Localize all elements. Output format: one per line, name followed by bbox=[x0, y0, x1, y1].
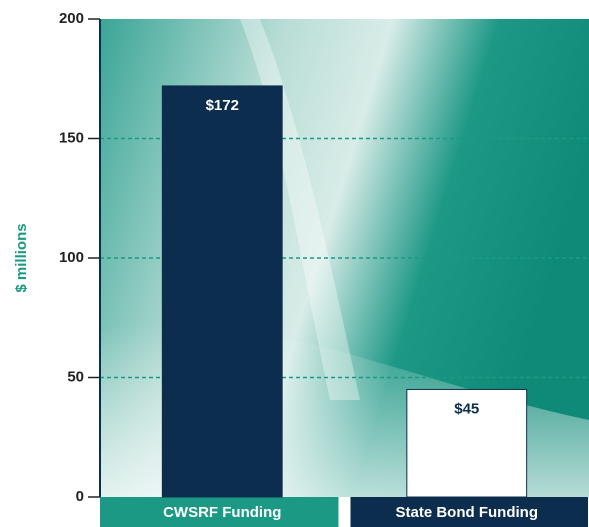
y-tick-label: 100 bbox=[59, 249, 84, 266]
y-tick-label: 150 bbox=[59, 129, 84, 146]
y-tick-label: 200 bbox=[59, 10, 84, 27]
y-tick-label: 0 bbox=[76, 488, 84, 505]
value-label: $45 bbox=[454, 400, 479, 417]
y-tick-label: 50 bbox=[67, 368, 84, 385]
category-box bbox=[350, 497, 588, 527]
photo-waterfall bbox=[240, 19, 360, 400]
x-tick-label: State Bond Funding bbox=[396, 504, 538, 521]
value-label: $172 bbox=[206, 97, 239, 114]
bar bbox=[161, 85, 283, 498]
category-box bbox=[100, 497, 339, 527]
x-tick-label: CWSRF Funding bbox=[163, 504, 281, 521]
y-axis-label: $ millions bbox=[13, 223, 30, 292]
bar bbox=[406, 388, 528, 498]
